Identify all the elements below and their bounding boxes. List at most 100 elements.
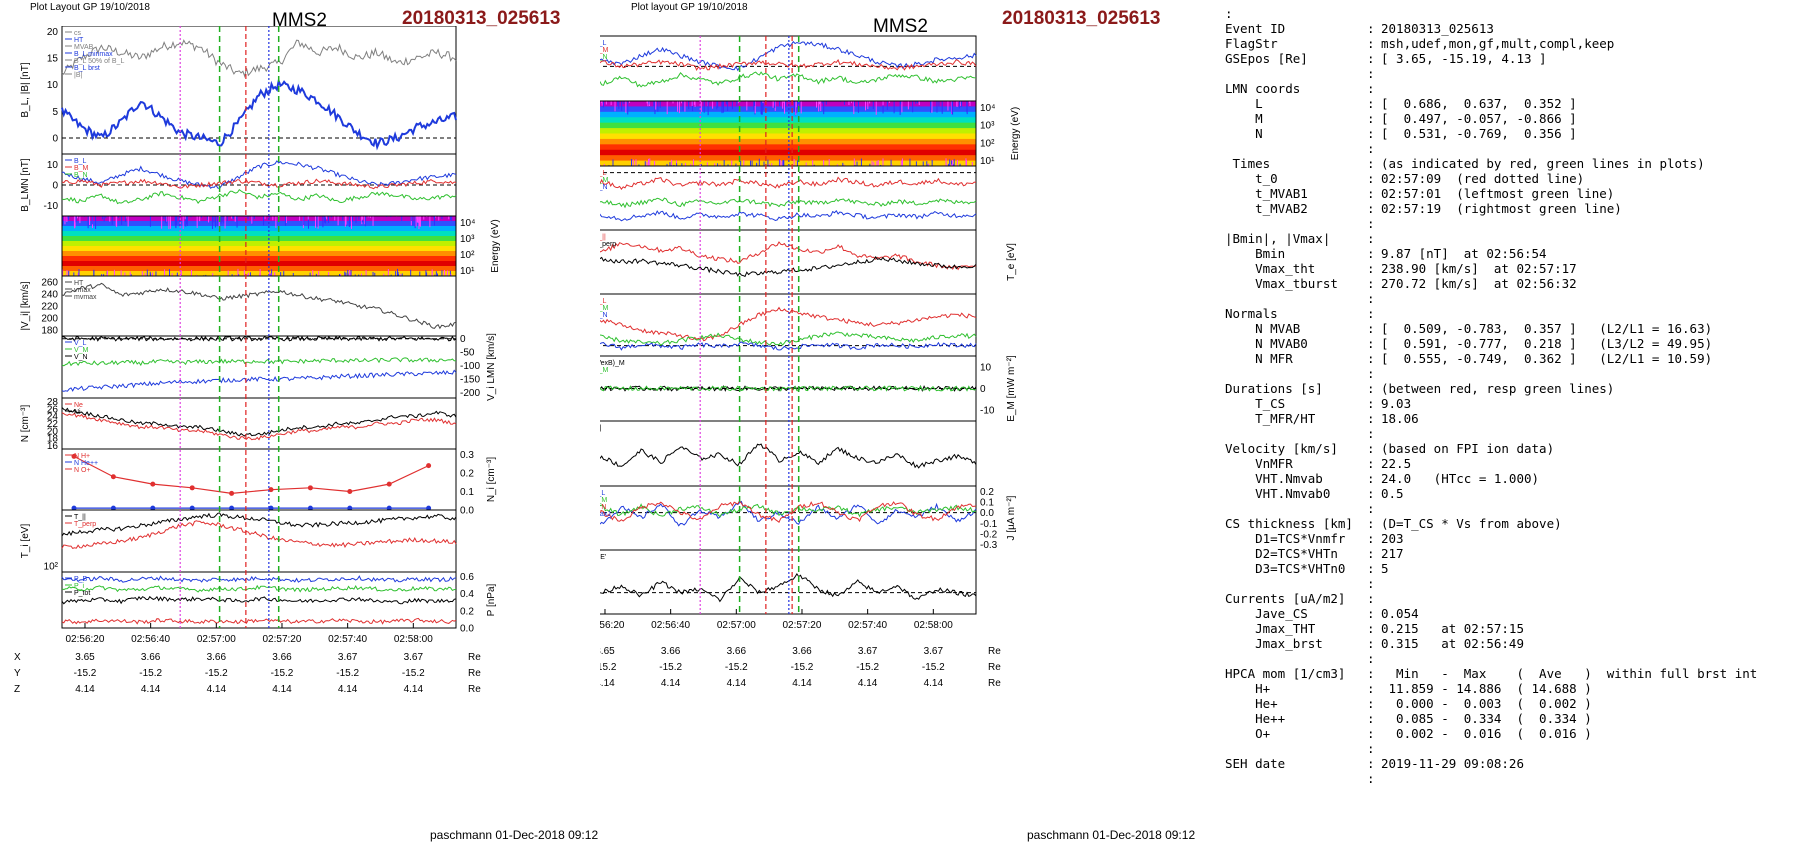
legend-label: maxJ — [600, 511, 611, 518]
position-value: -15.2 — [791, 662, 814, 673]
series-line-v-n — [61, 335, 457, 342]
axis-tick-label: 0 — [980, 384, 986, 395]
legend-label: B_M — [600, 47, 609, 54]
left-footer: paschmann 01-Dec-2018 09:12 — [430, 828, 599, 842]
summary-key: N MFR — [1225, 351, 1293, 366]
position-unit: Re — [468, 684, 481, 695]
panel-spec: 10⁴ 10³ 10² 10¹ Energy (eV) — [61, 215, 501, 277]
spectrogram-band — [600, 106, 976, 113]
summary-value: 9.03 — [1381, 396, 1412, 411]
summary-key: N — [1225, 126, 1263, 141]
legend-label: MVAB — [74, 44, 94, 51]
summary-key: Bmin — [1225, 246, 1286, 261]
axis-tick-label: 0 — [52, 134, 58, 145]
data-point — [71, 505, 77, 511]
summary-row: Vmax_tht:238.90 [km/s] at 02:57:17 — [1225, 261, 1800, 276]
axis-tick-label: 0.1 — [980, 498, 994, 509]
position-unit: Re — [468, 652, 481, 663]
axis-tick-label: 22 — [47, 419, 59, 430]
axis-tick-label: 0.0 — [460, 624, 474, 635]
position-value: -15.2 — [402, 668, 425, 679]
legend-label: J_M — [600, 497, 607, 504]
panel-te: T_e [eV] T_||T_perp — [600, 229, 1017, 295]
series-line-v-l — [600, 209, 977, 222]
spectrogram-band — [62, 231, 456, 237]
axis-tick-label: -200 — [460, 388, 480, 399]
position-value: -15.2 — [600, 662, 617, 673]
legend-label: mvmax — [74, 294, 97, 301]
legend-label: B_L minmax — [74, 51, 113, 58]
summary-colon: : — [1367, 636, 1375, 651]
position-value: 4.14 — [141, 684, 161, 695]
summary-row: Normals: — [1225, 306, 1800, 321]
spectrogram-band — [62, 216, 456, 222]
data-point — [189, 485, 195, 491]
axis-tick-label: 0 — [460, 334, 466, 345]
position-value: -15.2 — [336, 668, 359, 679]
summary-key: T_CS — [1225, 396, 1286, 411]
axis-tick-label: 10² — [980, 138, 995, 149]
summary-row: GSEpos [Re]: [ 3.65, -15.19, 4.13 ] — [1225, 51, 1800, 66]
summary-row: : — [1225, 651, 1800, 666]
summary-key: L — [1225, 96, 1263, 111]
series-line-p-i — [61, 584, 457, 593]
spectrogram-band — [600, 144, 976, 151]
summary-colon: : — [1367, 321, 1375, 336]
legend-label: V_M — [600, 177, 609, 184]
middle-figure-title: MMS2 — [873, 16, 928, 37]
legend-label: B_M — [74, 165, 89, 172]
legend-label: vmax — [74, 287, 91, 294]
data-point — [150, 505, 156, 511]
axis-tick-label: 10 — [47, 80, 59, 91]
time-tick-label: 02:58:00 — [394, 634, 433, 645]
position-value: 3.66 — [207, 652, 227, 663]
summary-colon: : — [1367, 681, 1375, 696]
summary-row: He+: 0.000 - 0.003 ( 0.002 ) — [1225, 696, 1800, 711]
summary-row: SEH date:2019-11-29 09:08:26 — [1225, 756, 1800, 771]
legend-label: V_L — [74, 340, 87, 347]
spectrogram-band — [62, 251, 456, 257]
panel-e: 420E_LMN [mV m⁻¹]E_LE_ME_N — [600, 293, 977, 357]
legend-label: P_B — [74, 576, 88, 583]
data-point — [229, 490, 235, 496]
summary-value: 02:57:19 (rightmost green line) — [1381, 201, 1622, 216]
axis-tick-label: 10⁴ — [980, 103, 995, 114]
summary-colon: : — [1367, 561, 1375, 576]
panel-em: 10 0 -10 E_M [mW m⁻²] (VexB)_ME_M — [600, 355, 1017, 422]
summary-row: : — [1225, 6, 1800, 21]
legend-label: T_perp — [74, 521, 96, 528]
summary-colon: : — [1367, 231, 1375, 246]
summary-colon: : — [1367, 426, 1375, 441]
summary-value: [ 0.686, 0.637, 0.352 ] — [1381, 96, 1577, 111]
summary-row: N MVAB: [ 0.509, -0.783, 0.357 ] (L2/L1 =… — [1225, 321, 1800, 336]
summary-row: : — [1225, 141, 1800, 156]
summary-key: D3=TCS*VHTn0 — [1225, 561, 1346, 576]
axis-tick-label: 10³ — [460, 234, 475, 245]
summary-row: Event ID:20180313_025613 — [1225, 21, 1800, 36]
summary-value: 22.5 — [1381, 456, 1412, 471]
summary-value: 0.085 - 0.334 ( 0.334 ) — [1381, 711, 1592, 726]
data-point — [229, 505, 235, 511]
position-value: 4.14 — [924, 678, 944, 689]
spectrogram-band — [62, 266, 456, 272]
summary-colon: : — [1367, 216, 1375, 231]
panel-frame — [61, 335, 457, 399]
axis-tick-label: 24 — [47, 412, 59, 423]
summary-colon: : — [1367, 156, 1375, 171]
summary-key: Velocity [km/s] — [1225, 441, 1338, 456]
series-line--v-i- — [61, 282, 457, 330]
axis-tick-label: -10 — [980, 406, 995, 417]
summary-colon: : — [1367, 441, 1375, 456]
axis-tick-label: 10¹ — [980, 156, 995, 167]
axis-tick-label: 15 — [47, 54, 59, 65]
axis-tick-label: 20 — [47, 426, 59, 437]
axis-tick-label: 20 — [47, 27, 59, 38]
legend-label: V_M — [74, 347, 89, 354]
summary-row: CS thickness [km]: (D=T_CS * Vs from abov… — [1225, 516, 1800, 531]
legend-label: B_L 50% of B_L — [74, 58, 124, 65]
summary-key: T_MFR/HT — [1225, 411, 1316, 426]
summary-key: t_0 — [1225, 171, 1278, 186]
summary-key: M — [1225, 111, 1263, 126]
series-line-e-n — [600, 331, 977, 346]
middle-event-id: 20180313_025613 — [1002, 8, 1161, 29]
